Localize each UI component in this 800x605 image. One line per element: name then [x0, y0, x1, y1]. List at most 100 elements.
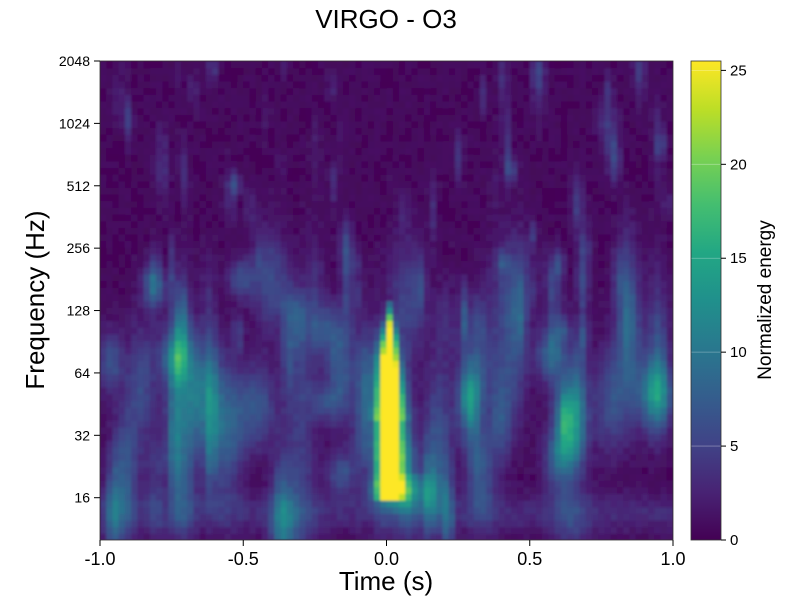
heatmap-cell [112, 320, 120, 328]
heatmap-cell [610, 453, 618, 461]
heatmap-cell [112, 280, 120, 288]
heatmap-cell [180, 480, 188, 488]
heatmap-cell [486, 333, 493, 342]
heatmap-cell [560, 533, 568, 540]
heatmap-cell [442, 353, 450, 361]
heatmap-cell [486, 513, 493, 521]
heatmap-cell [230, 287, 238, 295]
heatmap-cell [286, 273, 294, 282]
heatmap-cell [361, 180, 369, 188]
heatmap-cell [255, 253, 263, 262]
heatmap-cell [585, 393, 593, 401]
heatmap-cell [162, 406, 170, 415]
heatmap-cell [641, 420, 649, 428]
heatmap-cell [504, 253, 512, 262]
heatmap-cell [560, 200, 568, 208]
heatmap-cell [629, 506, 637, 514]
heatmap-cell [448, 480, 456, 488]
heatmap-cell [324, 446, 332, 455]
heatmap-cell [293, 520, 300, 528]
heatmap-cell [380, 293, 388, 302]
heatmap-cell [648, 493, 655, 501]
heatmap-cell [255, 433, 263, 441]
heatmap-cell [666, 453, 673, 461]
heatmap-cell [274, 373, 282, 381]
heatmap-cell [118, 307, 126, 315]
heatmap-cell [156, 486, 163, 495]
heatmap-cell [261, 380, 269, 388]
heatmap-cell [461, 466, 469, 475]
heatmap-cell [529, 460, 537, 468]
heatmap-cell [467, 327, 475, 335]
heatmap-cell [585, 300, 593, 308]
heatmap-cell [349, 180, 356, 188]
heatmap-cell [124, 253, 132, 262]
heatmap-cell [567, 413, 574, 421]
heatmap-cell [455, 500, 462, 508]
heatmap-cell [523, 207, 531, 215]
heatmap-cell [355, 347, 363, 355]
heatmap-cell [592, 480, 599, 488]
heatmap-cell [610, 506, 618, 514]
heatmap-cell [660, 466, 668, 475]
heatmap-cell [100, 526, 107, 534]
heatmap-cell [124, 327, 132, 335]
heatmap-cell [430, 247, 437, 255]
heatmap-cell [243, 526, 251, 534]
heatmap-cell [660, 200, 668, 208]
heatmap-cell [405, 453, 413, 461]
heatmap-cell [535, 333, 543, 342]
heatmap-cell [230, 386, 238, 395]
heatmap-cell [230, 180, 238, 188]
heatmap-cell [249, 460, 257, 468]
heatmap-cell [517, 373, 525, 381]
heatmap-cell [268, 293, 275, 302]
heatmap-cell [455, 440, 462, 448]
heatmap-cell [361, 400, 369, 408]
heatmap-cell [436, 260, 444, 268]
heatmap-cell [598, 207, 606, 215]
heatmap-cell [542, 280, 550, 288]
heatmap-cell [623, 207, 630, 215]
heatmap-cell [392, 347, 400, 355]
heatmap-cell [131, 506, 138, 514]
heatmap-cell [137, 300, 145, 308]
heatmap-cell [436, 373, 444, 381]
heatmap-cell [330, 287, 338, 295]
heatmap-cell [567, 426, 574, 435]
heatmap-cell [317, 500, 325, 508]
heatmap-cell [517, 267, 525, 275]
heatmap-cell [237, 280, 244, 288]
heatmap-cell [274, 426, 282, 435]
heatmap-cell [398, 180, 406, 188]
heatmap-cell [504, 500, 512, 508]
heatmap-cell [293, 367, 300, 375]
heatmap-cell [430, 493, 437, 501]
heatmap-cell [237, 413, 244, 421]
heatmap-cell [579, 180, 587, 188]
heatmap-cell [255, 180, 263, 188]
heatmap-cell [367, 513, 375, 521]
heatmap-cell [641, 307, 649, 315]
heatmap-cell [529, 227, 537, 235]
heatmap-cell [374, 453, 381, 461]
heatmap-cell [180, 486, 188, 495]
heatmap-cell [473, 187, 481, 195]
heatmap-cell [585, 460, 593, 468]
heatmap-cell [666, 500, 673, 508]
heatmap-cell [660, 253, 668, 262]
heatmap-cell [511, 500, 518, 508]
heatmap-cell [548, 353, 556, 361]
heatmap-cell [230, 313, 238, 322]
heatmap-cell [355, 513, 363, 521]
heatmap-cell [243, 174, 251, 182]
heatmap-cell [293, 207, 300, 215]
heatmap-cell [230, 486, 238, 495]
heatmap-cell [106, 253, 114, 262]
heatmap-cell [461, 500, 469, 508]
heatmap-cell [311, 386, 319, 395]
heatmap-cell [137, 347, 145, 355]
heatmap-cell [610, 486, 618, 495]
heatmap-cell [430, 433, 437, 441]
heatmap-cell [529, 353, 537, 361]
